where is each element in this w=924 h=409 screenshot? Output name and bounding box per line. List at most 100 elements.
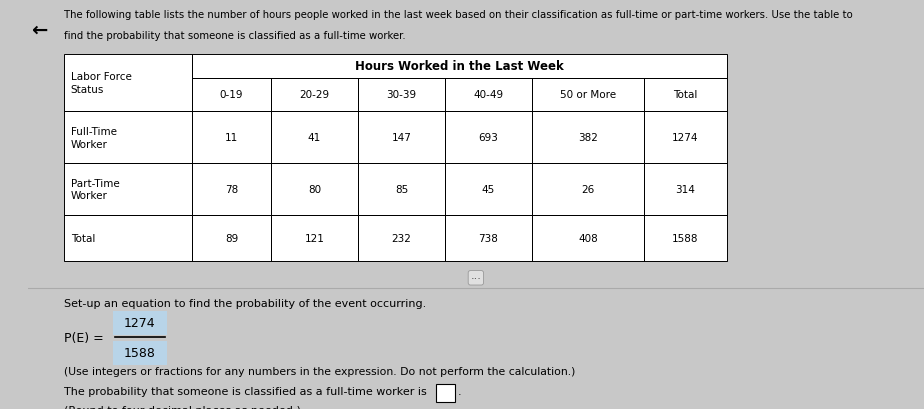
Bar <box>644 79 727 112</box>
Bar <box>644 164 727 215</box>
Bar <box>271 112 358 164</box>
Bar <box>445 215 532 262</box>
Text: Total: Total <box>71 234 95 243</box>
Bar <box>644 112 727 164</box>
Text: ···: ··· <box>470 273 481 283</box>
Bar <box>532 164 644 215</box>
Text: .: . <box>458 387 462 396</box>
Text: 40-49: 40-49 <box>473 90 504 100</box>
Text: Full-Time
Worker: Full-Time Worker <box>71 126 116 149</box>
Bar <box>64 164 192 215</box>
Text: 1274: 1274 <box>672 133 699 143</box>
Bar <box>64 215 192 262</box>
FancyBboxPatch shape <box>113 341 166 365</box>
Bar <box>271 79 358 112</box>
Text: 41: 41 <box>308 133 321 143</box>
Text: 1274: 1274 <box>124 317 155 330</box>
Bar <box>192 79 271 112</box>
Bar <box>532 215 644 262</box>
Bar <box>271 112 358 164</box>
Text: Hours Worked in the Last Week: Hours Worked in the Last Week <box>355 61 564 73</box>
Text: 11: 11 <box>225 133 238 143</box>
Bar <box>192 164 271 215</box>
Bar <box>64 55 192 112</box>
Text: find the probability that someone is classified as a full-time worker.: find the probability that someone is cla… <box>64 31 406 40</box>
Bar <box>358 164 445 215</box>
Text: Total: Total <box>674 90 698 100</box>
Text: The following table lists the number of hours people worked in the last week bas: The following table lists the number of … <box>64 10 852 20</box>
Text: 693: 693 <box>479 133 498 143</box>
Bar <box>358 79 445 112</box>
Text: 45: 45 <box>481 184 495 194</box>
Bar <box>64 112 192 164</box>
Bar <box>271 215 358 262</box>
Bar <box>445 112 532 164</box>
Text: 85: 85 <box>395 184 408 194</box>
Bar <box>445 164 532 215</box>
Bar <box>532 112 644 164</box>
Bar <box>192 164 271 215</box>
Text: Part-Time
Worker: Part-Time Worker <box>71 178 119 201</box>
Text: 1588: 1588 <box>124 346 155 360</box>
Text: 121: 121 <box>304 234 324 243</box>
Bar <box>532 215 644 262</box>
Bar <box>445 79 532 112</box>
Bar <box>532 79 644 112</box>
Bar <box>532 112 644 164</box>
Bar <box>358 215 445 262</box>
Bar <box>445 164 532 215</box>
Bar <box>192 215 271 262</box>
Text: 0-19: 0-19 <box>220 90 243 100</box>
Text: 314: 314 <box>675 184 695 194</box>
Bar <box>358 164 445 215</box>
Text: P(E) =: P(E) = <box>64 331 103 344</box>
Bar <box>435 384 456 402</box>
Bar <box>532 164 644 215</box>
Bar <box>445 112 532 164</box>
Bar <box>445 79 532 112</box>
Text: 408: 408 <box>578 234 598 243</box>
Bar <box>192 112 271 164</box>
Bar <box>64 164 192 215</box>
Bar <box>271 79 358 112</box>
FancyBboxPatch shape <box>113 311 166 335</box>
Text: 738: 738 <box>479 234 498 243</box>
Text: 50 or More: 50 or More <box>560 90 616 100</box>
Text: 20-29: 20-29 <box>299 90 330 100</box>
Text: 147: 147 <box>392 133 411 143</box>
Bar <box>358 79 445 112</box>
Text: 232: 232 <box>392 234 411 243</box>
Bar <box>532 79 644 112</box>
Text: (Round to four decimal places as needed.): (Round to four decimal places as needed.… <box>64 405 300 409</box>
Text: 1588: 1588 <box>672 234 699 243</box>
Text: ←: ← <box>31 20 47 39</box>
Bar <box>192 55 727 79</box>
Bar <box>358 112 445 164</box>
Bar <box>271 164 358 215</box>
Text: 26: 26 <box>581 184 594 194</box>
Bar <box>644 164 727 215</box>
Bar <box>64 55 192 112</box>
Text: Set-up an equation to find the probability of the event occurring.: Set-up an equation to find the probabili… <box>64 299 426 308</box>
Bar <box>192 112 271 164</box>
Bar <box>64 215 192 262</box>
Bar <box>271 215 358 262</box>
Bar <box>358 112 445 164</box>
Text: 382: 382 <box>578 133 598 143</box>
Bar <box>644 112 727 164</box>
Bar <box>445 215 532 262</box>
Bar <box>644 79 727 112</box>
Text: 80: 80 <box>308 184 321 194</box>
Text: 78: 78 <box>225 184 238 194</box>
Bar <box>271 164 358 215</box>
Text: Labor Force
Status: Labor Force Status <box>71 72 131 95</box>
Text: 30-39: 30-39 <box>386 90 417 100</box>
Text: 89: 89 <box>225 234 238 243</box>
Bar <box>644 215 727 262</box>
Bar <box>64 112 192 164</box>
Bar <box>644 215 727 262</box>
Text: (Use integers or fractions for any numbers in the expression. Do not perform the: (Use integers or fractions for any numbe… <box>64 366 575 376</box>
Bar <box>192 55 727 79</box>
Bar <box>192 79 271 112</box>
Text: The probability that someone is classified as a full-time worker is: The probability that someone is classifi… <box>64 387 430 396</box>
